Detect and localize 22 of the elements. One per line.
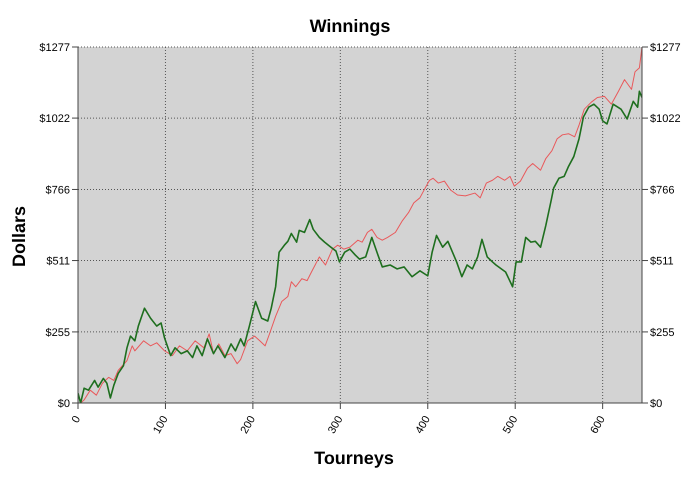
x-axis-title: Tourneys xyxy=(313,448,395,469)
x-tick-label: 400 xyxy=(413,414,433,436)
x-tick-label: 600 xyxy=(588,414,608,436)
x-tick-label: 0 xyxy=(70,414,84,426)
x-tick-label: 200 xyxy=(238,414,258,436)
y-tick-label: $1022 xyxy=(39,112,70,125)
chart-title: Winnings xyxy=(308,16,392,37)
x-tick-label: 100 xyxy=(151,414,171,436)
y-tick-label: $511 xyxy=(46,255,70,268)
y-tick-label: $1277 xyxy=(39,42,70,54)
y2-tick-label: $511 xyxy=(650,255,674,268)
y2-tick-label: $0 xyxy=(650,398,662,410)
y-tick-label: $0 xyxy=(58,398,70,410)
y2-tick-label: $766 xyxy=(650,184,674,196)
y-axis-title: Dollars xyxy=(10,206,30,268)
y-tick-label: $255 xyxy=(46,326,70,339)
y2-tick-label: $1022 xyxy=(650,112,681,125)
y-tick-label: $766 xyxy=(46,184,70,196)
x-tick-label: 500 xyxy=(500,414,520,436)
x-tick-label: 300 xyxy=(326,414,346,436)
y2-tick-label: $1277 xyxy=(650,42,681,54)
y2-tick-label: $255 xyxy=(650,326,674,339)
